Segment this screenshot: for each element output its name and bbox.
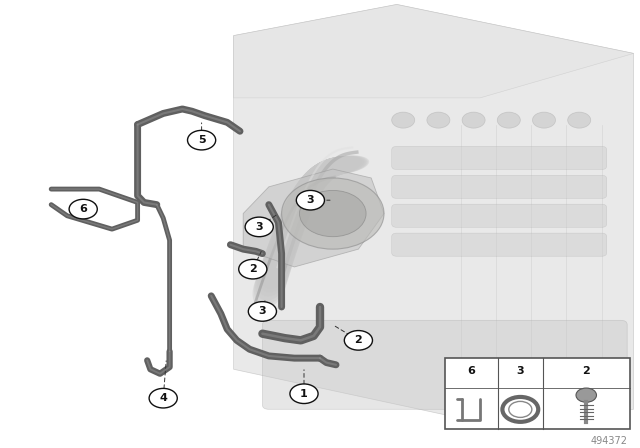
Ellipse shape — [268, 224, 300, 265]
Circle shape — [69, 199, 97, 219]
Ellipse shape — [305, 157, 349, 184]
Ellipse shape — [275, 204, 308, 244]
Ellipse shape — [270, 217, 303, 258]
Ellipse shape — [307, 156, 354, 181]
Ellipse shape — [298, 162, 335, 196]
Ellipse shape — [279, 195, 312, 234]
Ellipse shape — [310, 156, 358, 178]
Ellipse shape — [303, 157, 345, 187]
Ellipse shape — [283, 186, 316, 225]
Ellipse shape — [291, 171, 326, 207]
FancyBboxPatch shape — [392, 146, 607, 169]
Ellipse shape — [312, 156, 360, 177]
Ellipse shape — [296, 165, 332, 199]
Ellipse shape — [263, 235, 296, 276]
Text: 6: 6 — [79, 204, 87, 214]
Circle shape — [239, 259, 267, 279]
Ellipse shape — [287, 179, 320, 217]
Text: 3: 3 — [307, 195, 314, 205]
Ellipse shape — [276, 201, 309, 241]
Circle shape — [427, 112, 450, 128]
Text: 3: 3 — [516, 366, 524, 376]
Circle shape — [282, 178, 384, 249]
Ellipse shape — [260, 242, 294, 284]
Text: 6: 6 — [467, 366, 475, 376]
Ellipse shape — [273, 210, 305, 250]
Ellipse shape — [262, 238, 295, 280]
Ellipse shape — [313, 156, 362, 177]
Circle shape — [497, 112, 520, 128]
FancyBboxPatch shape — [392, 204, 607, 227]
Circle shape — [532, 112, 556, 128]
Circle shape — [149, 388, 177, 408]
Ellipse shape — [297, 164, 333, 198]
Ellipse shape — [265, 231, 298, 273]
Ellipse shape — [310, 156, 357, 179]
Text: 4: 4 — [159, 393, 167, 403]
Ellipse shape — [282, 189, 314, 228]
Ellipse shape — [289, 175, 323, 212]
Ellipse shape — [294, 168, 329, 203]
Ellipse shape — [302, 158, 344, 188]
Ellipse shape — [301, 159, 342, 190]
Ellipse shape — [317, 156, 365, 175]
Ellipse shape — [269, 220, 301, 261]
Ellipse shape — [321, 155, 369, 174]
Text: 2: 2 — [355, 336, 362, 345]
Ellipse shape — [255, 258, 289, 301]
Ellipse shape — [306, 156, 351, 183]
Circle shape — [300, 190, 366, 237]
Ellipse shape — [300, 160, 339, 193]
Ellipse shape — [271, 213, 304, 254]
Text: 1: 1 — [300, 389, 308, 399]
Text: 3: 3 — [259, 306, 266, 316]
Ellipse shape — [319, 155, 368, 174]
Circle shape — [392, 112, 415, 128]
Text: 2: 2 — [582, 366, 590, 376]
Ellipse shape — [307, 156, 352, 182]
Circle shape — [462, 112, 485, 128]
Ellipse shape — [274, 207, 307, 247]
Ellipse shape — [253, 266, 286, 309]
Ellipse shape — [299, 161, 337, 194]
Ellipse shape — [254, 262, 287, 305]
Polygon shape — [243, 169, 384, 267]
Ellipse shape — [300, 159, 340, 191]
Ellipse shape — [266, 228, 299, 269]
Ellipse shape — [294, 166, 330, 201]
Ellipse shape — [257, 254, 290, 297]
Ellipse shape — [278, 198, 310, 237]
Circle shape — [188, 130, 216, 150]
Polygon shape — [234, 4, 634, 418]
Circle shape — [568, 112, 591, 128]
Text: 3: 3 — [255, 222, 263, 232]
Ellipse shape — [259, 246, 292, 289]
Circle shape — [576, 388, 596, 402]
Ellipse shape — [284, 184, 317, 222]
Ellipse shape — [288, 177, 321, 215]
Ellipse shape — [292, 169, 327, 205]
Circle shape — [296, 190, 324, 210]
Ellipse shape — [290, 173, 324, 210]
Ellipse shape — [285, 181, 319, 220]
Ellipse shape — [280, 192, 313, 231]
FancyBboxPatch shape — [445, 358, 630, 429]
Text: 2: 2 — [249, 264, 257, 274]
Text: 494372: 494372 — [591, 436, 628, 446]
FancyBboxPatch shape — [392, 175, 607, 198]
Circle shape — [290, 384, 318, 404]
Ellipse shape — [258, 250, 291, 293]
Ellipse shape — [308, 156, 355, 180]
Ellipse shape — [316, 156, 364, 176]
Circle shape — [245, 217, 273, 237]
Circle shape — [248, 302, 276, 321]
Circle shape — [344, 331, 372, 350]
Polygon shape — [234, 4, 634, 98]
FancyBboxPatch shape — [262, 320, 627, 409]
FancyBboxPatch shape — [392, 233, 607, 256]
Ellipse shape — [314, 156, 363, 176]
Ellipse shape — [304, 157, 347, 185]
Text: 5: 5 — [198, 135, 205, 145]
Ellipse shape — [318, 156, 367, 175]
